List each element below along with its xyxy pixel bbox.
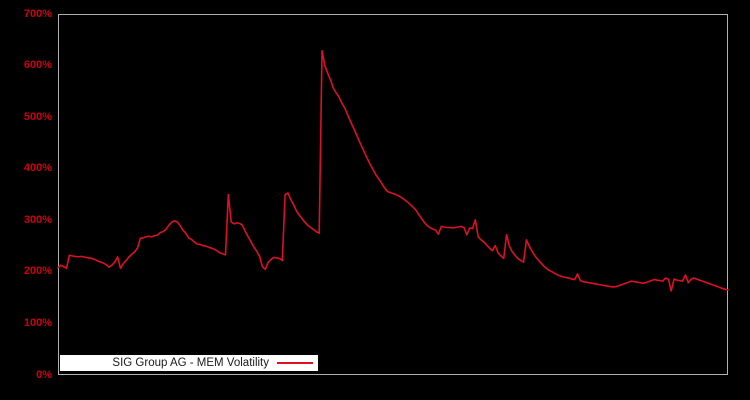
y-axis-tick-label: 500% — [23, 110, 52, 123]
series-line-sig-group-ag-mem-volatility — [57, 49, 729, 292]
y-axis-tick-label: 0% — [36, 368, 52, 381]
legend-label: SIG Group AG - MEM Volatility — [112, 357, 269, 369]
legend-line-swatch — [277, 355, 313, 371]
y-axis-tick-label: 300% — [23, 213, 52, 226]
legend[interactable]: SIG Group AG - MEM Volatility — [60, 355, 318, 371]
plot-border — [58, 14, 728, 375]
y-axis-tick-label: 200% — [23, 265, 52, 278]
y-axis: 700% 600% 500% 400% 300% 200% 100% 0% — [0, 0, 52, 400]
y-axis-tick-label: 400% — [23, 162, 52, 175]
y-axis-tick-label: 600% — [23, 59, 52, 72]
y-axis-tick-label: 100% — [23, 316, 52, 329]
y-axis-tick-label: 700% — [23, 7, 52, 20]
